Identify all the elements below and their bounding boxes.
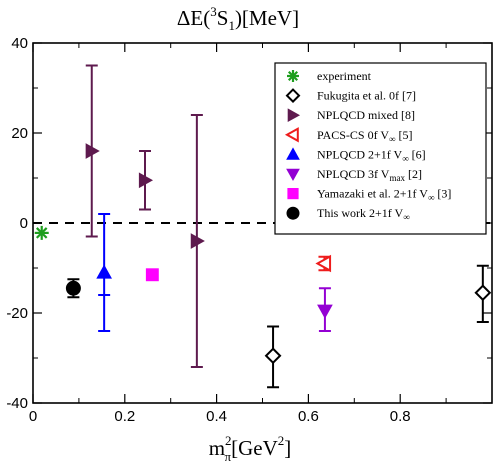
x-tick-label: 0.6 — [298, 408, 319, 425]
x-tick-label: 0.8 — [390, 408, 411, 425]
y-tick-label: 0 — [20, 215, 28, 232]
asterisk-stroke — [35, 227, 48, 239]
series-diamond-open — [264, 264, 492, 389]
legend-marker — [285, 88, 301, 104]
legend-label: NPLQCD 2+1f V∞ [6] — [317, 147, 426, 163]
data-point — [138, 172, 154, 189]
data-point — [145, 268, 159, 282]
data-point — [34, 225, 49, 240]
data-point — [264, 347, 282, 365]
axis-ticks: 0 0.2 0.4 0.6 0.8 -40 -20 0 20 40 — [6, 35, 492, 425]
x-tick-label: 0.2 — [114, 408, 135, 425]
x-tick-label: 0.4 — [206, 408, 227, 425]
legend-label: Yamazaki et al. 2+1f V∞ [3] — [317, 187, 451, 203]
legend-label: This work 2+1f V∞ — [317, 206, 410, 222]
legend-marker — [287, 70, 299, 82]
legend-label: Fukugita et al. 0f [7] — [317, 89, 416, 103]
y-tick-label: 40 — [11, 35, 28, 52]
legend-marker — [286, 168, 300, 182]
legend-label: NPLQCD 3f Vmax [2] — [317, 167, 422, 183]
series-triangle-up — [96, 213, 112, 332]
asterisk-stroke — [287, 70, 299, 82]
legend-marker — [286, 147, 300, 160]
data-point — [317, 304, 333, 319]
legend-marker — [287, 108, 301, 123]
legend-marker — [286, 206, 300, 220]
series-triangle-left-open — [315, 254, 332, 273]
y-tick-label: -20 — [6, 305, 28, 322]
chart-title: ΔE(3S1)[MeV] — [177, 4, 299, 33]
data-point — [190, 233, 205, 249]
legend-box — [274, 62, 487, 235]
legend-label: PACS-CS 0f V∞ [5] — [317, 128, 412, 144]
series-circle — [65, 278, 81, 299]
data-point — [315, 254, 332, 273]
legend-marker — [287, 188, 299, 200]
x-axis-label: m2 π[GeV2] — [209, 433, 292, 464]
data-point — [96, 264, 112, 279]
legend-marker — [284, 127, 299, 143]
data-marks — [34, 64, 492, 389]
data-point — [474, 284, 492, 302]
x-tick-label: 0 — [29, 408, 37, 425]
series-square — [145, 268, 159, 282]
y-tick-label: 20 — [11, 125, 28, 142]
y-tick-label: -40 — [6, 395, 28, 412]
data-point — [85, 143, 100, 159]
legend: experiment Fukugita et al. 0f [7] NPLQCD m… — [274, 62, 487, 235]
series-triangle-down — [317, 287, 333, 332]
legend-label: NPLQCD mixed [8] — [317, 108, 415, 122]
data-point — [65, 280, 81, 296]
series-triangle-right — [85, 64, 205, 368]
series-asterisk — [34, 225, 49, 240]
legend-label: experiment — [317, 69, 372, 83]
